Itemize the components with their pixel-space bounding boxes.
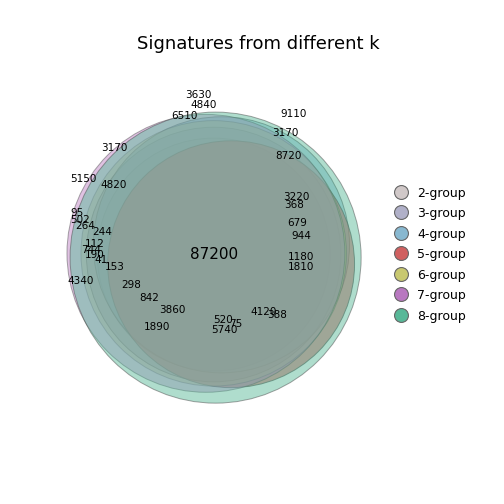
- Circle shape: [67, 114, 345, 392]
- Text: 112: 112: [85, 239, 104, 248]
- Text: 3170: 3170: [272, 129, 299, 139]
- Text: 244: 244: [92, 227, 112, 237]
- Text: 75: 75: [229, 319, 242, 329]
- Text: 3170: 3170: [101, 143, 128, 153]
- Text: 520: 520: [213, 316, 232, 326]
- Text: 388: 388: [267, 310, 287, 320]
- Text: 1180: 1180: [288, 252, 314, 262]
- Text: 5740: 5740: [211, 325, 237, 335]
- Text: 9110: 9110: [280, 109, 306, 119]
- Text: 4840: 4840: [191, 100, 217, 110]
- Text: 502: 502: [71, 215, 90, 225]
- Text: 95: 95: [70, 208, 83, 218]
- Circle shape: [70, 112, 361, 403]
- Text: 5150: 5150: [70, 174, 96, 184]
- Circle shape: [81, 120, 346, 386]
- Text: 3630: 3630: [185, 90, 211, 100]
- Text: 368: 368: [284, 200, 304, 210]
- Text: 8720: 8720: [275, 151, 302, 161]
- Legend: 2-group, 3-group, 4-group, 5-group, 6-group, 7-group, 8-group: 2-group, 3-group, 4-group, 5-group, 6-gr…: [389, 180, 472, 329]
- Text: 842: 842: [139, 293, 159, 303]
- Circle shape: [108, 141, 354, 388]
- Text: 679: 679: [287, 218, 307, 228]
- Text: 4340: 4340: [68, 276, 94, 286]
- Title: Signatures from different k: Signatures from different k: [137, 35, 380, 53]
- Text: 3860: 3860: [159, 304, 185, 314]
- Text: 1810: 1810: [288, 262, 314, 272]
- Text: 4820: 4820: [101, 179, 127, 190]
- Circle shape: [86, 127, 341, 382]
- Text: 6510: 6510: [171, 111, 198, 121]
- Text: 3220: 3220: [283, 192, 309, 202]
- Text: 944: 944: [292, 231, 311, 241]
- Circle shape: [93, 117, 349, 373]
- Text: 87200: 87200: [190, 247, 238, 262]
- Text: 744: 744: [81, 245, 101, 255]
- Text: 153: 153: [105, 262, 124, 272]
- Circle shape: [97, 138, 330, 371]
- Text: 298: 298: [121, 280, 141, 290]
- Text: 190: 190: [85, 250, 104, 260]
- Text: 1890: 1890: [144, 323, 170, 333]
- Text: 264: 264: [76, 221, 96, 231]
- Text: 41: 41: [95, 255, 108, 265]
- Text: 4120: 4120: [251, 307, 277, 317]
